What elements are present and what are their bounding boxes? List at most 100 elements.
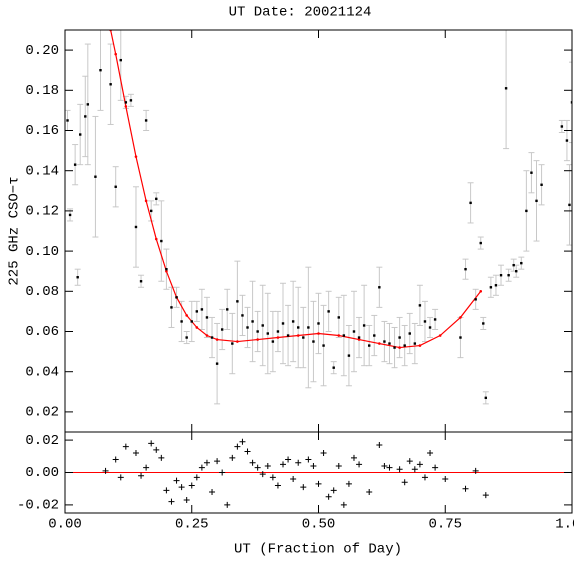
- data-point: [520, 261, 523, 265]
- data-point: [236, 300, 239, 303]
- fit-point: [134, 155, 138, 158]
- fit-point: [296, 334, 300, 337]
- data-point: [474, 298, 477, 301]
- y-tick-label: 0.20: [25, 43, 59, 59]
- y-tick-label: 0.12: [25, 204, 59, 220]
- data-point: [297, 326, 300, 329]
- fit-point: [398, 346, 401, 349]
- data-point: [170, 306, 173, 309]
- data-point: [190, 320, 193, 323]
- data-point: [398, 336, 401, 339]
- residual-point: [183, 497, 190, 504]
- residual-point: [274, 482, 281, 489]
- residual-point: [209, 488, 216, 495]
- residual-point: [264, 463, 271, 470]
- data-point: [175, 296, 178, 299]
- data-point: [251, 320, 254, 323]
- data-point: [408, 332, 411, 335]
- plot-area: [65, 30, 572, 405]
- data-point: [357, 336, 361, 339]
- fit-point: [185, 314, 188, 317]
- residual-point: [421, 474, 428, 481]
- data-point: [76, 276, 79, 279]
- data-point: [312, 340, 315, 343]
- x-tick-label: 0.25: [175, 517, 209, 533]
- data-point: [418, 304, 422, 307]
- data-point: [570, 101, 572, 104]
- data-point: [362, 324, 366, 327]
- residual-point: [305, 456, 312, 463]
- residual-point: [178, 484, 185, 491]
- data-point: [73, 163, 77, 166]
- y-tick-label: 0.06: [25, 324, 59, 340]
- data-point: [261, 324, 264, 327]
- y-axis-label: 225 GHz CSO−τ: [7, 176, 23, 285]
- residual-point: [427, 450, 434, 457]
- residual-point: [472, 467, 479, 474]
- data-point: [220, 328, 224, 331]
- residual-point: [132, 450, 139, 457]
- data-point: [134, 225, 138, 229]
- data-point: [428, 326, 432, 329]
- data-point: [504, 87, 508, 90]
- y-tick-label: 0.08: [25, 284, 59, 300]
- data-point: [205, 316, 209, 319]
- fit-point: [256, 338, 259, 341]
- data-point: [129, 99, 133, 102]
- data-point: [489, 286, 493, 289]
- data-point: [507, 274, 510, 277]
- data-point: [413, 342, 417, 345]
- residual-point: [158, 454, 165, 461]
- data-point: [155, 197, 158, 201]
- data-point: [139, 280, 143, 283]
- y-tick-label: 0.00: [25, 465, 59, 481]
- data-point: [114, 185, 117, 188]
- fit-point: [438, 334, 442, 337]
- data-point: [423, 320, 427, 323]
- residual-point: [117, 474, 124, 481]
- residual-point: [432, 464, 439, 471]
- residual-point: [315, 480, 322, 487]
- residual-point: [229, 454, 236, 461]
- fit-point: [165, 269, 168, 273]
- residual-point: [320, 450, 327, 457]
- residual-point: [254, 464, 261, 471]
- data-point: [79, 133, 82, 136]
- data-point: [84, 115, 87, 118]
- data-point: [307, 326, 310, 329]
- data-point: [540, 183, 543, 186]
- residual-point: [340, 501, 347, 508]
- residual-point: [224, 501, 231, 508]
- residual-point: [411, 466, 418, 473]
- residual-point: [335, 463, 342, 470]
- fit-point: [195, 326, 199, 329]
- data-point: [149, 209, 153, 213]
- data-point: [469, 201, 472, 205]
- data-point: [246, 326, 249, 329]
- data-point: [291, 320, 295, 323]
- fit-point: [124, 105, 128, 108]
- data-point: [266, 332, 269, 335]
- data-point: [464, 267, 467, 271]
- fit-point: [357, 338, 361, 341]
- fit-point: [418, 344, 422, 347]
- data-point: [568, 203, 571, 207]
- fit-point: [144, 199, 148, 203]
- data-point: [479, 241, 482, 245]
- residual-point: [102, 467, 109, 474]
- residual-point: [290, 475, 297, 482]
- x-tick-label: 0.75: [428, 517, 462, 533]
- y-tick-label: 0.02: [25, 433, 59, 449]
- residual-point: [219, 469, 226, 476]
- x-axis-label: UT (Fraction of Day): [234, 542, 402, 558]
- data-point: [226, 308, 229, 311]
- data-point: [144, 119, 148, 122]
- x-tick-label: 0.50: [302, 517, 336, 533]
- fit-point: [378, 342, 381, 345]
- residual-point: [442, 475, 449, 482]
- data-point: [352, 330, 356, 333]
- data-point: [68, 213, 72, 217]
- residual-point: [269, 474, 276, 481]
- residual-point: [234, 443, 241, 450]
